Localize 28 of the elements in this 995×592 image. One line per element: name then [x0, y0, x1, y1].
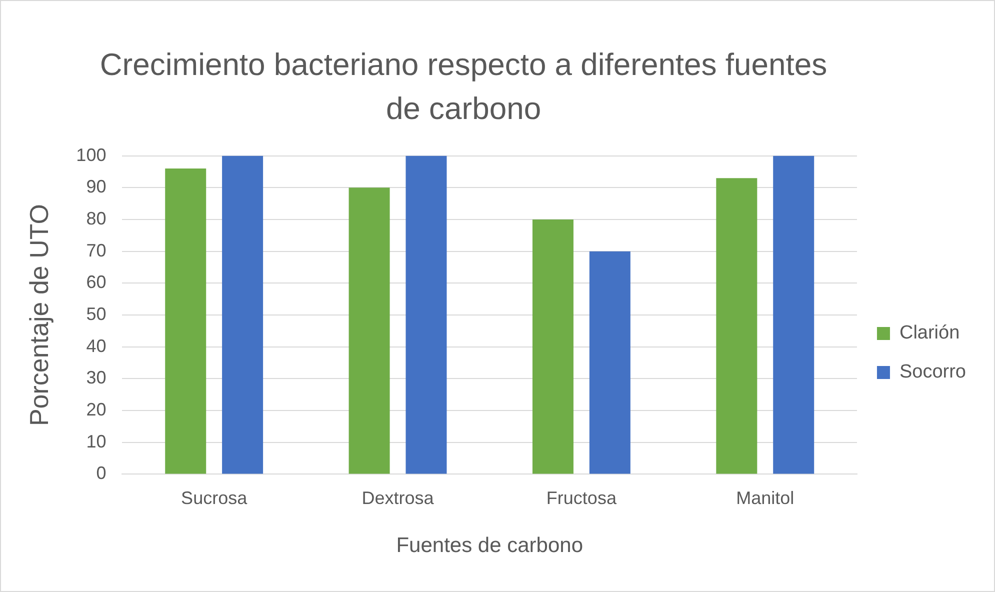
- y-tick-label: 70: [86, 240, 106, 260]
- y-tick-label: 20: [86, 399, 106, 420]
- y-tick-label: 30: [86, 368, 106, 388]
- bar: [406, 156, 447, 474]
- x-tick-label: Sucrosa: [181, 488, 248, 508]
- y-tick-label: 40: [86, 336, 106, 356]
- y-tick-label: 90: [86, 176, 106, 197]
- y-tick-label: 10: [86, 431, 106, 452]
- x-tick-label: Manitol: [736, 488, 794, 508]
- x-tick-label: Dextrosa: [362, 488, 435, 508]
- bar: [716, 178, 758, 474]
- legend-label: Clarión: [899, 322, 960, 344]
- bar: [165, 168, 206, 474]
- x-axis-title: Fuentes de carbono: [396, 534, 583, 558]
- bar: [773, 156, 814, 474]
- bar: [589, 251, 630, 474]
- x-tick-label: Fructosa: [546, 488, 618, 508]
- y-tick-label: 0: [96, 463, 106, 484]
- bar: [532, 219, 574, 474]
- y-axis-title: Porcentaje de UTO: [24, 204, 54, 426]
- y-tick-label: 50: [86, 304, 106, 324]
- y-tick-label: 100: [76, 144, 106, 165]
- y-tick-label: 80: [86, 208, 106, 228]
- bar: [348, 188, 390, 474]
- y-tick-label: 60: [86, 272, 106, 292]
- legend-label: Socorro: [899, 362, 966, 383]
- chart-title: Crecimiento bacteriano respecto a diferentes fuentes de carbono: [98, 46, 828, 128]
- bar: [222, 156, 264, 474]
